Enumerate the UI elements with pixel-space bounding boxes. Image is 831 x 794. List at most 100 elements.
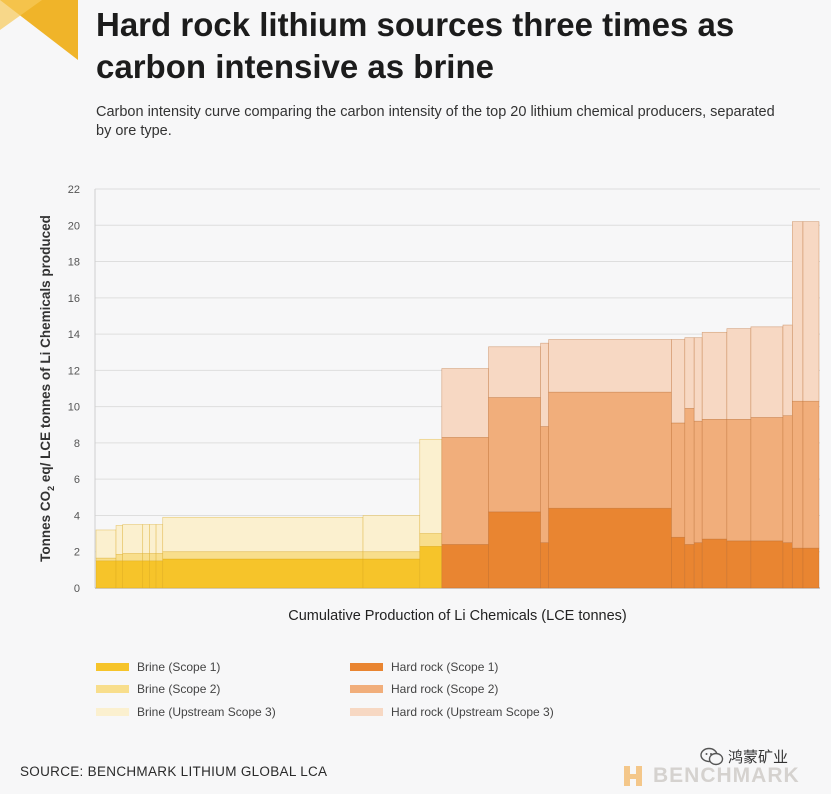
bar-hardrock-scope2-21	[791, 400, 804, 549]
legend-swatch	[96, 685, 129, 693]
legend-swatch	[350, 708, 383, 716]
bar-hardrock-scope2-14	[671, 422, 686, 538]
legend-swatch	[350, 685, 383, 693]
bar-hardrock-scope3-10	[441, 368, 489, 438]
chart-legend: Brine (Scope 1) Brine (Scope 2) Brine (U…	[96, 660, 716, 735]
page-subtitle: Carbon intensity curve comparing the car…	[96, 104, 775, 139]
bar-brine-scope2-6	[155, 553, 164, 562]
bar-brine-scope3-4	[142, 524, 150, 554]
y-tick-label: 18	[68, 257, 80, 269]
bar-hardrock-scope1-10	[441, 544, 489, 589]
bar-hardrock-scope3-12	[540, 342, 549, 427]
bar-hardrock-scope1-15	[684, 544, 695, 589]
benchmark-logo-icon	[624, 766, 642, 786]
legend-item-hardrock-scope1: Hard rock (Scope 1)	[350, 660, 498, 674]
bar-hardrock-scope1-18	[726, 540, 752, 589]
legend-item-hardrock-scope3: Hard rock (Upstream Scope 3)	[350, 705, 554, 719]
bar-brine-scope3-8	[362, 515, 421, 553]
bar-brine-scope2-3	[122, 553, 144, 562]
bar-brine-scope1-5	[149, 560, 157, 589]
y-tick-label: 0	[74, 583, 80, 595]
bar-brine-scope1-6	[155, 560, 164, 589]
bar-brine-scope1-4	[142, 560, 150, 589]
bar-hardrock-scope3-19	[750, 326, 784, 418]
bar-hardrock-scope1-11	[488, 511, 541, 589]
y-tick-label: 12	[68, 365, 80, 377]
y-tick-label: 20	[68, 220, 80, 232]
bar-brine-scope3-5	[149, 524, 157, 554]
y-tick-label: 14	[68, 329, 80, 341]
y-axis-label: Tonnes CO2 eq/ LCE tonnes of Li Chemical…	[38, 215, 56, 562]
bar-hardrock-scope1-22	[802, 547, 820, 589]
bar-hardrock-scope2-19	[750, 417, 784, 542]
bar-hardrock-scope1-16	[693, 542, 703, 589]
bar-brine-scope1-8	[362, 558, 421, 589]
bar-hardrock-scope2-16	[693, 420, 703, 543]
bar-brine-scope1-3	[122, 560, 144, 589]
legend-item-brine-scope1: Brine (Scope 1)	[96, 660, 220, 674]
bar-hardrock-scope3-13	[548, 339, 672, 393]
bar-hardrock-scope2-10	[441, 437, 489, 545]
bar-hardrock-scope2-13	[548, 391, 672, 509]
legend-label: Hard rock (Upstream Scope 3)	[391, 705, 554, 719]
bar-hardrock-scope1-14	[671, 536, 686, 589]
bar-hardrock-scope2-15	[684, 408, 695, 545]
bar-hardrock-scope2-20	[782, 415, 793, 543]
bar-hardrock-scope3-15	[684, 337, 695, 409]
legend-label: Hard rock (Scope 1)	[391, 660, 499, 674]
bar-hardrock-scope3-11	[488, 346, 541, 398]
legend-item-hardrock-scope2: Hard rock (Scope 2)	[350, 682, 498, 696]
brand-name: BENCHMARK	[653, 764, 800, 787]
bar-hardrock-scope3-20	[782, 324, 793, 417]
y-tick-label: 6	[74, 474, 80, 486]
bar-hardrock-scope3-18	[726, 328, 752, 420]
y-tick-label: 16	[68, 293, 80, 305]
bar-brine-scope2-4	[142, 553, 150, 562]
legend-item-brine-scope2: Brine (Scope 2)	[96, 682, 220, 696]
bar-brine-scope3-7	[162, 516, 364, 553]
bar-hardrock-scope3-17	[701, 331, 728, 420]
bar-brine-scope1-7	[162, 558, 364, 589]
bar-brine-scope2-1	[95, 557, 117, 562]
wechat-label: 鸿蒙矿业	[728, 749, 789, 766]
bar-brine-scope3-3	[122, 524, 144, 554]
bar-brine-scope2-8	[362, 551, 421, 560]
y-tick-label: 2	[74, 547, 80, 559]
bar-brine-scope2-2	[115, 554, 124, 562]
bar-hardrock-scope1-21	[791, 547, 804, 589]
bar-hardrock-scope2-17	[701, 419, 728, 540]
bar-brine-scope2-7	[162, 551, 364, 560]
legend-swatch	[96, 708, 129, 716]
bar-brine-scope1-2	[115, 560, 124, 589]
bar-hardrock-scope1-19	[750, 540, 784, 589]
bar-hardrock-scope3-16	[693, 337, 703, 422]
bar-brine-scope2-5	[149, 553, 157, 562]
bar-hardrock-scope3-14	[671, 339, 686, 424]
bar-brine-scope1-1	[95, 560, 117, 589]
corner-accent-icon	[0, 0, 78, 60]
bar-hardrock-scope2-22	[802, 400, 820, 549]
brand-logo: BENCHMARK	[622, 764, 800, 788]
bar-hardrock-scope1-12	[540, 542, 549, 589]
legend-item-brine-scope3: Brine (Upstream Scope 3)	[96, 705, 276, 719]
bar-brine-scope1-9	[419, 545, 443, 589]
legend-label: Brine (Scope 1)	[137, 660, 221, 674]
y-tick-label: 22	[68, 184, 80, 196]
legend-label: Brine (Scope 2)	[137, 682, 221, 696]
bar-brine-scope3-9	[419, 438, 443, 534]
y-tick-label: 8	[74, 438, 80, 450]
legend-swatch	[96, 663, 129, 671]
legend-label: Brine (Upstream Scope 3)	[137, 705, 276, 719]
bar-brine-scope3-2	[115, 525, 124, 555]
bar-hardrock-scope2-18	[726, 419, 752, 542]
bar-hardrock-scope1-20	[782, 542, 793, 589]
source-note: SOURCE: BENCHMARK LITHIUM GLOBAL LCA	[20, 764, 328, 779]
bar-brine-scope3-6	[155, 524, 164, 554]
y-tick-label: 4	[74, 510, 80, 522]
page-title: Hard rock lithium sources three times as…	[96, 6, 735, 85]
bar-brine-scope3-1	[95, 529, 117, 559]
y-tick-label: 10	[68, 402, 80, 414]
x-axis-label: Cumulative Production of Li Chemicals (L…	[288, 608, 626, 624]
bar-hardrock-scope1-13	[548, 507, 672, 589]
bar-brine-scope2-9	[419, 533, 443, 547]
